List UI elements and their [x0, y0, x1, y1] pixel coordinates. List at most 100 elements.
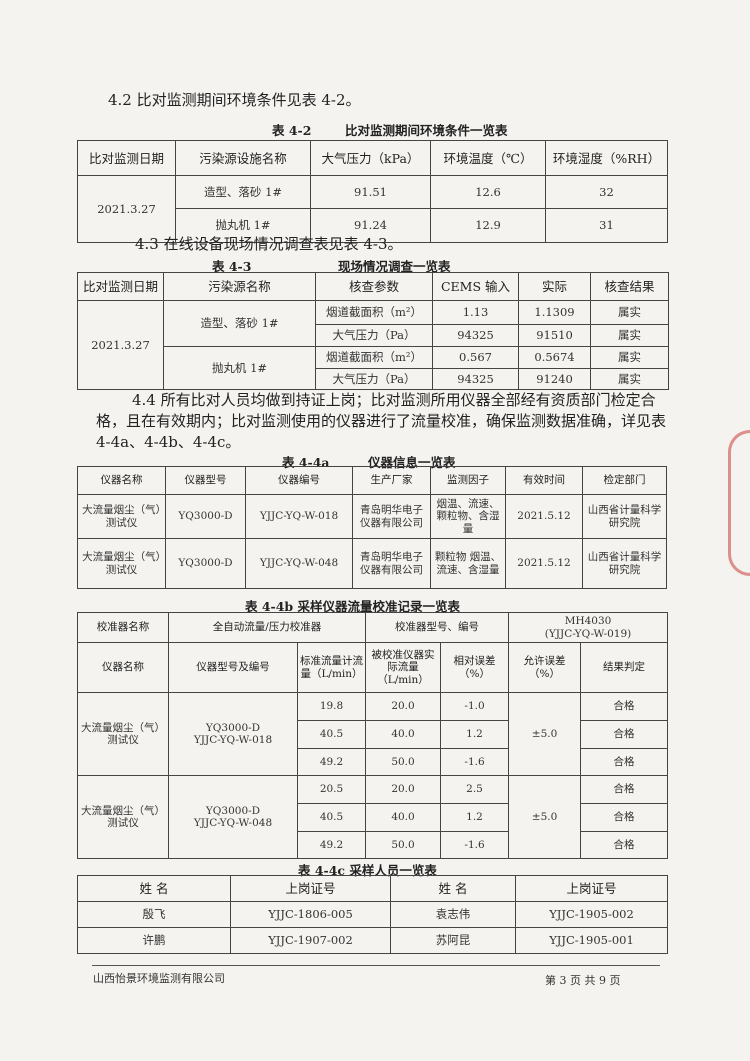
section-4-4-text: 4.4 所有比对人员均做到持证上岗；比对监测所用仪器全部经有资质部门检定合格，且…: [96, 391, 667, 451]
result-cell: 属实: [590, 368, 669, 390]
footer-company: 山西怡景环境监测有限公司: [93, 972, 225, 985]
table-4-4c: 姓 名 上岗证号 姓 名 上岗证号 殷飞 YJJC-1806-005 袁志伟 Y…: [77, 875, 668, 954]
valid-cell: 2021.5.12: [505, 538, 583, 589]
footer-page-number: 第 3 页 共 9 页: [545, 974, 621, 987]
param-cell: 大气压力（Pa）: [315, 368, 433, 390]
date-cell: 2021.3.27: [77, 175, 176, 243]
actual-flow-cell: 20.0: [365, 692, 442, 721]
calibrator-name-cell: 全自动流量/压力校准器: [167, 612, 367, 643]
model-serial-cell: YQ3000-D YJJC-YQ-W-048: [168, 775, 298, 859]
table-4-2-caption-title: 比对监测期间环境条件一览表: [345, 123, 508, 138]
serial-cell: YJJC-YQ-W-018: [245, 494, 353, 539]
header-cell: 允许误差（%）: [508, 642, 582, 693]
model-cell: YQ3000-D: [165, 538, 246, 589]
cems-cell: 0.567: [432, 346, 519, 369]
cems-cell: 94325: [432, 368, 519, 390]
factors-cell: 颗粒物 烟温、流速、含湿量: [430, 538, 506, 589]
table-row: 2021.3.27 造型、落砂 1# 烟道截面积（m²） 1.13 1.1309…: [77, 300, 669, 390]
header-cell: 监测因子: [430, 466, 506, 495]
factors-cell: 烟温、流速、颗粒物、含湿量: [430, 494, 506, 539]
rel-error-cell: 1.2: [440, 720, 510, 749]
source-cell: 造型、落砂 1#: [175, 175, 311, 209]
table-4-2: 比对监测日期 污染源设施名称 大气压力（kPa） 环境温度（℃） 环境湿度（%R…: [77, 140, 668, 243]
result-cell: 合格: [580, 748, 669, 776]
source-cell: 造型、落砂 1#: [163, 300, 316, 347]
rel-error-cell: 2.5: [440, 775, 510, 804]
header-cell: 被校准仪器实际流量（L/min）: [365, 642, 442, 693]
cert-cell: YJJC-1907-002: [230, 927, 391, 954]
model-cell: YQ3000-D: [165, 494, 246, 539]
header-cell: 检定部门: [582, 466, 667, 495]
instrument-name-cell: 大流量烟尘（气）测试仪: [77, 538, 166, 589]
table-header-row: 比对监测日期 污染源名称 核查参数 CEMS 输入 实际 核查结果: [77, 272, 669, 301]
humidity-cell: 32: [545, 175, 668, 209]
table-row: 2021.3.27 造型、落砂 1# 91.51 12.6 32: [77, 175, 668, 243]
serial: YJJC-YQ-W-018: [193, 734, 273, 746]
allowed-error-cell: ±5.0: [508, 692, 582, 776]
header-cell: 仪器型号: [165, 466, 246, 495]
header-cell: 仪器名称: [77, 642, 169, 693]
header-cell: 核查参数: [315, 272, 433, 301]
header-cell: 上岗证号: [515, 875, 668, 902]
rel-error-cell: 1.2: [440, 803, 510, 832]
serial: YJJC-YQ-W-048: [193, 817, 273, 829]
header-cell: 有效时间: [505, 466, 583, 495]
result-cell: 属实: [590, 324, 669, 347]
std-flow-cell: 20.5: [296, 775, 367, 804]
header-cell: 环境湿度（%RH）: [545, 140, 668, 176]
humidity-cell: 31: [545, 208, 668, 243]
instrument-name-cell: 大流量烟尘（气）测试仪: [77, 692, 169, 776]
maker-cell: 青岛明华电子仪器有限公司: [352, 494, 431, 539]
source-cell: 抛丸机 1#: [163, 346, 316, 390]
calibrator-model: MH4030: [564, 615, 612, 627]
actual-cell: 1.1309: [518, 300, 591, 325]
maker-cell: 青岛明华电子仪器有限公司: [352, 538, 431, 589]
header-cell: 姓 名: [390, 875, 516, 902]
table-4-4b: 校准器名称 全自动流量/压力校准器 校准器型号、编号 MH4030 (YJJC-…: [77, 612, 669, 859]
header-cell: 实际: [518, 272, 591, 301]
actual-flow-cell: 40.0: [365, 720, 442, 749]
param-cell: 烟道截面积（m²）: [315, 346, 433, 369]
table-row: 49.2 50.0 -1.6 合格: [78, 748, 669, 776]
result-cell: 合格: [580, 831, 669, 859]
calibrator-label-cell: 校准器名称: [77, 612, 169, 643]
header-cell: 比对监测日期: [77, 140, 176, 176]
std-flow-cell: 19.8: [296, 692, 367, 721]
result-cell: 合格: [580, 803, 669, 832]
valid-cell: 2021.5.12: [505, 494, 583, 539]
allowed-error-cell: ±5.0: [508, 775, 582, 859]
header-cell: 环境温度（℃）: [430, 140, 546, 176]
actual-flow-cell: 50.0: [365, 748, 442, 776]
table-row: 40.5 40.0 1.2 合格: [78, 720, 669, 749]
table-row: 大流量烟尘（气）测试仪 YQ3000-D YJJC-YQ-W-018 青岛明华电…: [77, 494, 667, 539]
instrument-name-cell: 大流量烟尘（气）测试仪: [77, 775, 169, 859]
name-cell: 殷飞: [77, 901, 231, 928]
result-cell: 合格: [580, 720, 669, 749]
actual-flow-cell: 50.0: [365, 831, 442, 859]
table-row: 抛丸机 1# 91.24 12.9 31: [78, 208, 668, 243]
table-row: 大气压力（Pa） 94325 91510 属实: [78, 324, 669, 347]
header-cell: 标准流量计流量（L/min）: [296, 642, 367, 693]
date-cell: 2021.3.27: [77, 300, 164, 390]
header-cell: 核查结果: [590, 272, 669, 301]
table-row: 49.2 50.0 -1.6 合格: [78, 831, 669, 859]
param-cell: 烟道截面积（m²）: [315, 300, 433, 325]
result-cell: 属实: [590, 346, 669, 369]
header-cell: 姓 名: [77, 875, 231, 902]
result-cell: 属实: [590, 300, 669, 325]
header-cell: 生产厂家: [352, 466, 431, 495]
table-4-3: 比对监测日期 污染源名称 核查参数 CEMS 输入 实际 核查结果 2021.3…: [77, 272, 669, 390]
source-cell: 抛丸机 1#: [175, 208, 311, 243]
actual-cell: 91240: [518, 368, 591, 390]
table-header-row: 姓 名 上岗证号 姓 名 上岗证号: [77, 875, 668, 902]
cems-cell: 1.13: [432, 300, 519, 325]
section-4-2-text: 4.2 比对监测期间环境条件见表 4-2。: [108, 91, 361, 109]
name-cell: 许鹏: [77, 927, 231, 954]
dept-cell: 山西省计量科学研究院: [582, 494, 667, 539]
model: YQ3000-D: [205, 721, 261, 734]
table-row: 许鹏 YJJC-1907-002 苏阿昆 YJJC-1905-001: [77, 927, 668, 954]
header-cell: 仪器名称: [77, 466, 166, 495]
calibrator-model-cell: MH4030 (YJJC-YQ-W-019): [508, 612, 669, 643]
calibrator-row: 校准器名称 全自动流量/压力校准器 校准器型号、编号 MH4030 (YJJC-…: [77, 612, 669, 643]
table-4-3-caption-title: 现场情况调查一览表: [338, 259, 451, 274]
